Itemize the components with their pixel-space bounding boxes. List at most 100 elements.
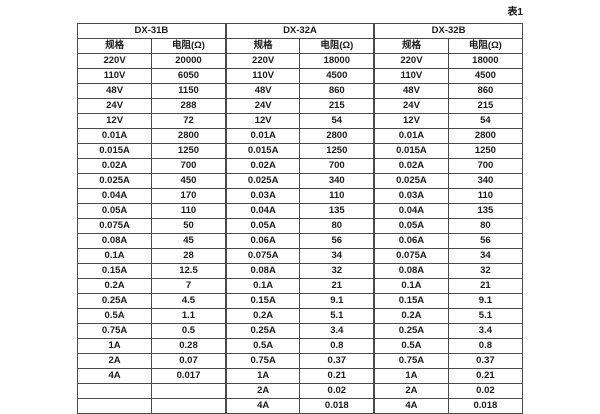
table-row: 0.02A 700 0.02A 700 0.02A 700 — [76, 158, 524, 174]
resistance-cell: 170 — [151, 188, 227, 204]
resistance-cell: 12.5 — [151, 263, 227, 279]
table-row: 0.05A 110 0.04A 135 0.04A 135 — [76, 203, 524, 219]
spec-cell: 0.04A — [76, 188, 153, 204]
table-row: 0.75A 0.5 0.25A 3.4 0.25A 3.4 — [76, 323, 524, 339]
resistance-cell: 9.1 — [299, 293, 375, 309]
resistance-cell: 80 — [299, 218, 375, 234]
table-caption: 表1 — [507, 7, 523, 18]
spec-cell: 0.015A — [224, 143, 301, 159]
table-row: 4A 0.018 4A 0.018 — [76, 398, 524, 414]
spec-cell: 220V — [76, 53, 153, 69]
spec-cell: 0.08A — [76, 233, 153, 249]
spec-col-header: 规格 — [76, 38, 153, 54]
resistance-cell: 28 — [151, 248, 227, 264]
spec-cell: 0.06A — [224, 233, 301, 249]
spec-cell: 0.03A — [373, 188, 449, 204]
resistance-cell: 34 — [299, 248, 375, 264]
spec-cell: 0.015A — [76, 143, 153, 159]
table-row: 0.04A 170 0.03A 110 0.03A 110 — [76, 188, 524, 204]
resistance-cell: 1150 — [151, 83, 227, 99]
spec-cell: 0.01A — [76, 128, 153, 144]
group-header: DX-31B — [76, 23, 227, 39]
spec-cell: 2A — [224, 383, 301, 399]
spec-cell: 24V — [76, 98, 153, 114]
resistance-cell: 0.37 — [299, 353, 375, 369]
resistance-cell: 1250 — [447, 143, 524, 159]
spec-cell: 0.25A — [224, 323, 301, 339]
group-header: DX-32A — [224, 23, 375, 39]
spec-cell: 4A — [76, 368, 153, 384]
spec-cell: 0.02A — [224, 158, 301, 174]
resistance-cell: 0.37 — [447, 353, 524, 369]
resistance-cell: 0.21 — [447, 368, 524, 384]
spec-cell: 0.06A — [373, 233, 449, 249]
resistance-cell: 0.02 — [447, 383, 524, 399]
spec-cell: 1A — [76, 338, 153, 354]
resistance-cell: 45 — [151, 233, 227, 249]
table-row: 0.015A 1250 0.015A 1250 0.015A 1250 — [76, 143, 524, 159]
resistance-cell: 0.017 — [151, 368, 227, 384]
spec-cell: 4A — [373, 398, 449, 414]
resistance-cell: 450 — [151, 173, 227, 189]
table-row: 0.025A 450 0.025A 340 0.025A 340 — [76, 173, 524, 189]
spec-cell: 0.05A — [373, 218, 449, 234]
table-row: 0.08A 45 0.06A 56 0.06A 56 — [76, 233, 524, 249]
spec-cell: 0.02A — [76, 158, 153, 174]
resistance-cell: 0.28 — [151, 338, 227, 354]
spec-cell: 48V — [76, 83, 153, 99]
resistance-cell: 6050 — [151, 68, 227, 84]
table-row: 0.01A 2800 0.01A 2800 0.01A 2800 — [76, 128, 524, 144]
spec-cell: 0.04A — [224, 203, 301, 219]
spec-cell: 0.015A — [373, 143, 449, 159]
resistance-col-header: 电阻(Ω) — [447, 38, 524, 54]
resistance-cell: 0.8 — [299, 338, 375, 354]
resistance-cell: 21 — [299, 278, 375, 294]
spec-cell: 1A — [224, 368, 301, 384]
spec-cell: 0.05A — [224, 218, 301, 234]
table-row: 0.25A 4.5 0.15A 9.1 0.15A 9.1 — [76, 293, 524, 309]
resistance-cell: 5.1 — [447, 308, 524, 324]
resistance-cell: 4500 — [447, 68, 524, 84]
resistance-cell — [151, 383, 227, 399]
table-row: 220V 20000 220V 18000 220V 18000 — [76, 53, 524, 69]
resistance-cell: 56 — [447, 233, 524, 249]
spec-cell: 12V — [76, 113, 153, 129]
resistance-cell: 0.018 — [299, 398, 375, 414]
resistance-cell: 80 — [447, 218, 524, 234]
resistance-cell: 9.1 — [447, 293, 524, 309]
spec-cell: 12V — [224, 113, 301, 129]
resistance-cell: 700 — [299, 158, 375, 174]
resistance-cell: 0.018 — [447, 398, 524, 414]
resistance-cell: 3.4 — [299, 323, 375, 339]
resistance-cell: 56 — [299, 233, 375, 249]
resistance-cell: 288 — [151, 98, 227, 114]
spec-cell: 0.5A — [224, 338, 301, 354]
table-row: 12V 72 12V 54 12V 54 — [76, 113, 524, 129]
spec-cell: 0.075A — [373, 248, 449, 264]
spec-cell: 0.15A — [224, 293, 301, 309]
resistance-cell: 32 — [299, 263, 375, 279]
resistance-cell: 215 — [299, 98, 375, 114]
spec-cell: 0.15A — [76, 263, 153, 279]
table-row: 4A 0.017 1A 0.21 1A 0.21 — [76, 368, 524, 384]
resistance-cell: 860 — [447, 83, 524, 99]
resistance-spec-table: DX-31B DX-32A DX-32B 规格 电阻(Ω) 规格 电阻(Ω) 规格 电阻(Ω) … — [76, 23, 524, 414]
spec-cell: 0.025A — [76, 173, 153, 189]
spec-cell: 110V — [76, 68, 153, 84]
table-row: 2A 0.07 0.75A 0.37 0.75A 0.37 — [76, 353, 524, 369]
resistance-col-header: 电阻(Ω) — [299, 38, 375, 54]
spec-cell — [76, 383, 153, 399]
spec-cell: 0.2A — [76, 278, 153, 294]
table-row: 48V 1150 48V 860 48V 860 — [76, 83, 524, 99]
resistance-cell: 700 — [447, 158, 524, 174]
table-head: DX-31B DX-32A DX-32B 规格 电阻(Ω) 规格 电阻(Ω) 规格 电阻(Ω) — [76, 23, 524, 54]
resistance-cell: 700 — [151, 158, 227, 174]
spec-cell: 0.2A — [373, 308, 449, 324]
resistance-cell: 18000 — [299, 53, 375, 69]
group-header: DX-32B — [373, 23, 524, 39]
spec-cell: 0.01A — [373, 128, 449, 144]
table-row: 0.2A 7 0.1A 21 0.1A 21 — [76, 278, 524, 294]
spec-cell: 48V — [373, 83, 449, 99]
spec-cell: 0.02A — [373, 158, 449, 174]
resistance-cell: 135 — [299, 203, 375, 219]
